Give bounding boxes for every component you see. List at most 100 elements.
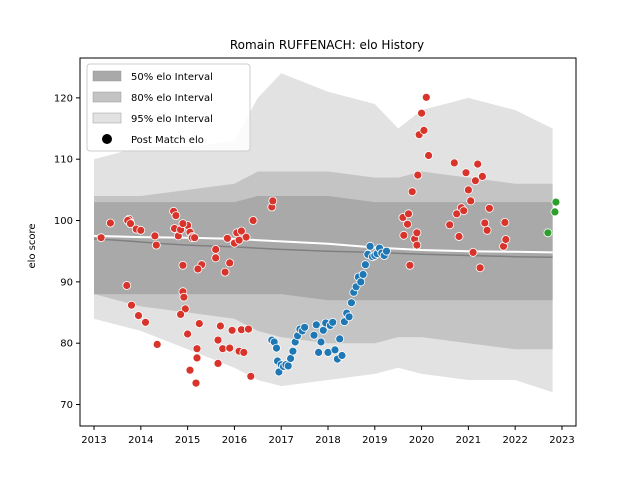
data-point: [382, 246, 391, 256]
data-point: [445, 220, 455, 230]
data-point: [480, 218, 490, 228]
data-point: [459, 206, 469, 216]
y-tick-label: 80: [60, 339, 73, 350]
x-tick-label: 2013: [81, 435, 106, 446]
legend-label: Post Match elo: [131, 135, 204, 146]
data-point: [344, 312, 354, 322]
data-point: [220, 267, 230, 277]
data-point: [134, 311, 143, 321]
data-point: [225, 343, 235, 353]
data-point: [244, 324, 253, 334]
data-point: [337, 351, 347, 360]
data-point: [417, 108, 427, 118]
data-point: [356, 277, 366, 287]
data-point: [482, 225, 492, 235]
y-tick-label: 90: [60, 277, 73, 288]
data-point: [178, 219, 188, 229]
data-point: [288, 346, 298, 356]
data-point: [211, 244, 221, 254]
data-point: [179, 292, 189, 302]
legend-box: [86, 63, 251, 152]
data-point: [227, 325, 237, 335]
x-tick-label: 2018: [315, 435, 340, 446]
median-line: [93, 238, 553, 259]
data-point: [176, 309, 186, 319]
data-point: [358, 270, 368, 279]
data-point: [399, 230, 409, 240]
y-tick-label: 120: [54, 93, 73, 104]
x-tick-label: 2017: [268, 435, 293, 446]
data-point: [316, 337, 326, 347]
data-point: [360, 260, 370, 270]
legend-swatch: [92, 91, 122, 103]
data-point: [272, 343, 281, 353]
data-point: [475, 263, 485, 273]
data-point: [225, 258, 235, 268]
data-point: [178, 260, 188, 270]
y-axis-label: elo score: [27, 223, 38, 268]
legend-label: 95% elo Interval: [131, 114, 213, 125]
data-point: [466, 196, 476, 206]
data-point: [449, 158, 459, 168]
data-point: [190, 233, 200, 243]
x-tick-label: 2020: [409, 435, 434, 446]
data-point: [136, 225, 146, 235]
data-point: [335, 334, 345, 344]
data-point: [309, 330, 319, 340]
data-point: [236, 226, 246, 236]
y-tick-label: 110: [54, 155, 73, 166]
legend-label: 50% elo Interval: [131, 72, 213, 83]
data-point: [191, 378, 201, 388]
data-point: [211, 253, 221, 263]
data-point: [222, 233, 232, 243]
data-point: [185, 365, 195, 375]
data-point: [213, 335, 223, 345]
data-point: [239, 347, 249, 357]
y-tick-label: 100: [54, 216, 73, 227]
data-point: [122, 281, 132, 290]
data-point: [192, 344, 202, 354]
data-point: [412, 240, 422, 250]
x-tick-label: 2022: [502, 435, 527, 446]
data-point: [248, 216, 258, 225]
data-point: [150, 231, 160, 241]
y-tick-label: 70: [60, 400, 73, 411]
data-point: [461, 168, 471, 178]
x-tick-label: 2015: [175, 435, 200, 446]
data-point: [419, 125, 429, 135]
data-point: [468, 247, 478, 257]
data-point: [550, 207, 560, 217]
data-point: [405, 260, 415, 270]
data-point: [283, 361, 293, 371]
data-point: [171, 211, 181, 221]
x-tick-label: 2021: [456, 435, 481, 446]
y-axis: 70 80 90 100 110 120: [54, 93, 80, 411]
data-point: [151, 240, 161, 250]
data-point: [234, 235, 244, 245]
data-point: [194, 319, 204, 329]
data-point: [180, 304, 190, 314]
data-point: [477, 171, 487, 181]
data-point: [314, 347, 324, 357]
data-point: [268, 196, 278, 206]
data-point: [365, 241, 375, 251]
x-tick-label: 2019: [362, 435, 387, 446]
data-point: [424, 151, 434, 160]
data-point: [286, 354, 296, 363]
chart-title: Romain RUFFENACH: elo History: [230, 38, 424, 52]
data-point: [484, 203, 494, 213]
data-point: [141, 317, 150, 327]
data-point: [318, 325, 328, 335]
data-point: [96, 233, 106, 243]
trend-lines: [93, 234, 553, 259]
data-point: [193, 264, 203, 274]
data-point: [215, 321, 225, 331]
data-point: [500, 217, 510, 227]
data-point: [501, 235, 511, 244]
legend-marker: [102, 134, 112, 144]
data-point: [470, 176, 480, 186]
data-point: [463, 185, 473, 195]
data-point: [330, 345, 340, 355]
data-point: [543, 228, 553, 238]
